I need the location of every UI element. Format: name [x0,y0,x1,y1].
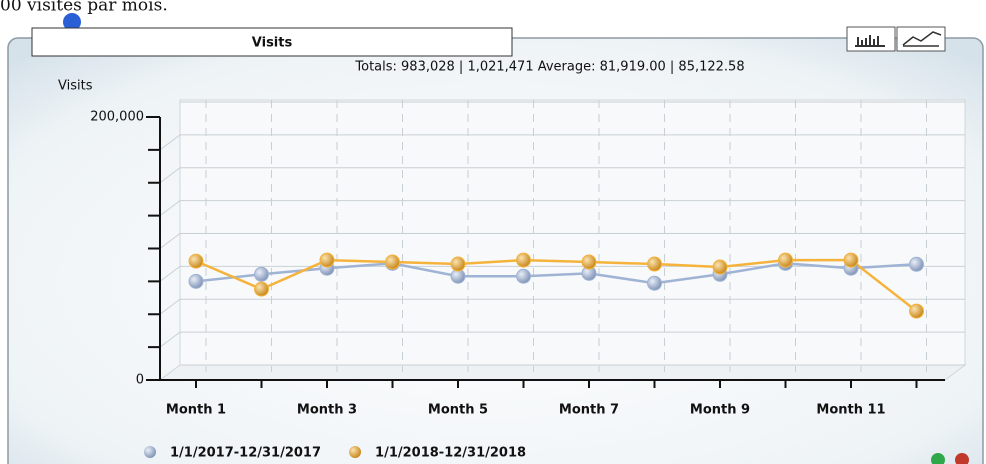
header-text: 00 visites par mois. [0,0,168,16]
data-point [647,256,662,272]
x-tick-label: Month 11 [816,403,885,418]
data-point [319,252,335,268]
legend-label: 1/1/2018-12/31/2018 [375,446,526,461]
plot-floor [158,364,967,381]
legend-label: 1/1/2017-12/31/2017 [170,446,321,461]
data-point [516,252,531,268]
line-view-button[interactable] [896,26,946,52]
data-point [647,275,662,291]
series-line [195,258,918,313]
data-point [909,303,924,319]
x-tick-label: Month 1 [166,403,226,418]
data-point [188,273,204,289]
series-line [195,262,917,285]
y-tick-label: 200,000 [90,110,144,125]
grid-side [159,233,181,249]
data-point [909,256,924,272]
line-icon [902,31,942,47]
data-point [516,268,531,284]
data-point [188,253,204,269]
bar-icon [855,35,885,47]
x-tick-label: Month 9 [690,403,750,418]
x-tick-label: Month 5 [428,403,488,418]
status-dot [931,453,945,464]
title-box [31,27,513,57]
plot-back [179,99,966,366]
grid-side [159,298,181,315]
grid-side [159,265,181,282]
data-point [254,266,269,282]
data-point [450,256,466,272]
badge-icon [63,13,81,31]
status-dot [955,453,969,464]
legend-marker [349,446,362,458]
legend-marker [144,446,156,458]
grid-side [159,200,181,217]
data-point [254,281,269,297]
data-point [778,252,793,268]
chart-subtitle: Totals: 983,028 | 1,021,471 Average: 81,… [354,60,744,75]
grid-side [159,167,181,184]
y-axis-label: Visits [58,79,93,94]
x-tick-label: Month 7 [559,403,619,418]
x-tick-label: Month 3 [297,403,357,418]
grid-side [159,331,181,348]
data-point [712,259,728,275]
grid-side [159,134,181,151]
data-point [581,254,597,270]
chart-title: Visits [252,36,293,51]
data-point [385,254,400,270]
data-point [843,252,859,268]
y-tick-label: 0 [136,373,144,388]
